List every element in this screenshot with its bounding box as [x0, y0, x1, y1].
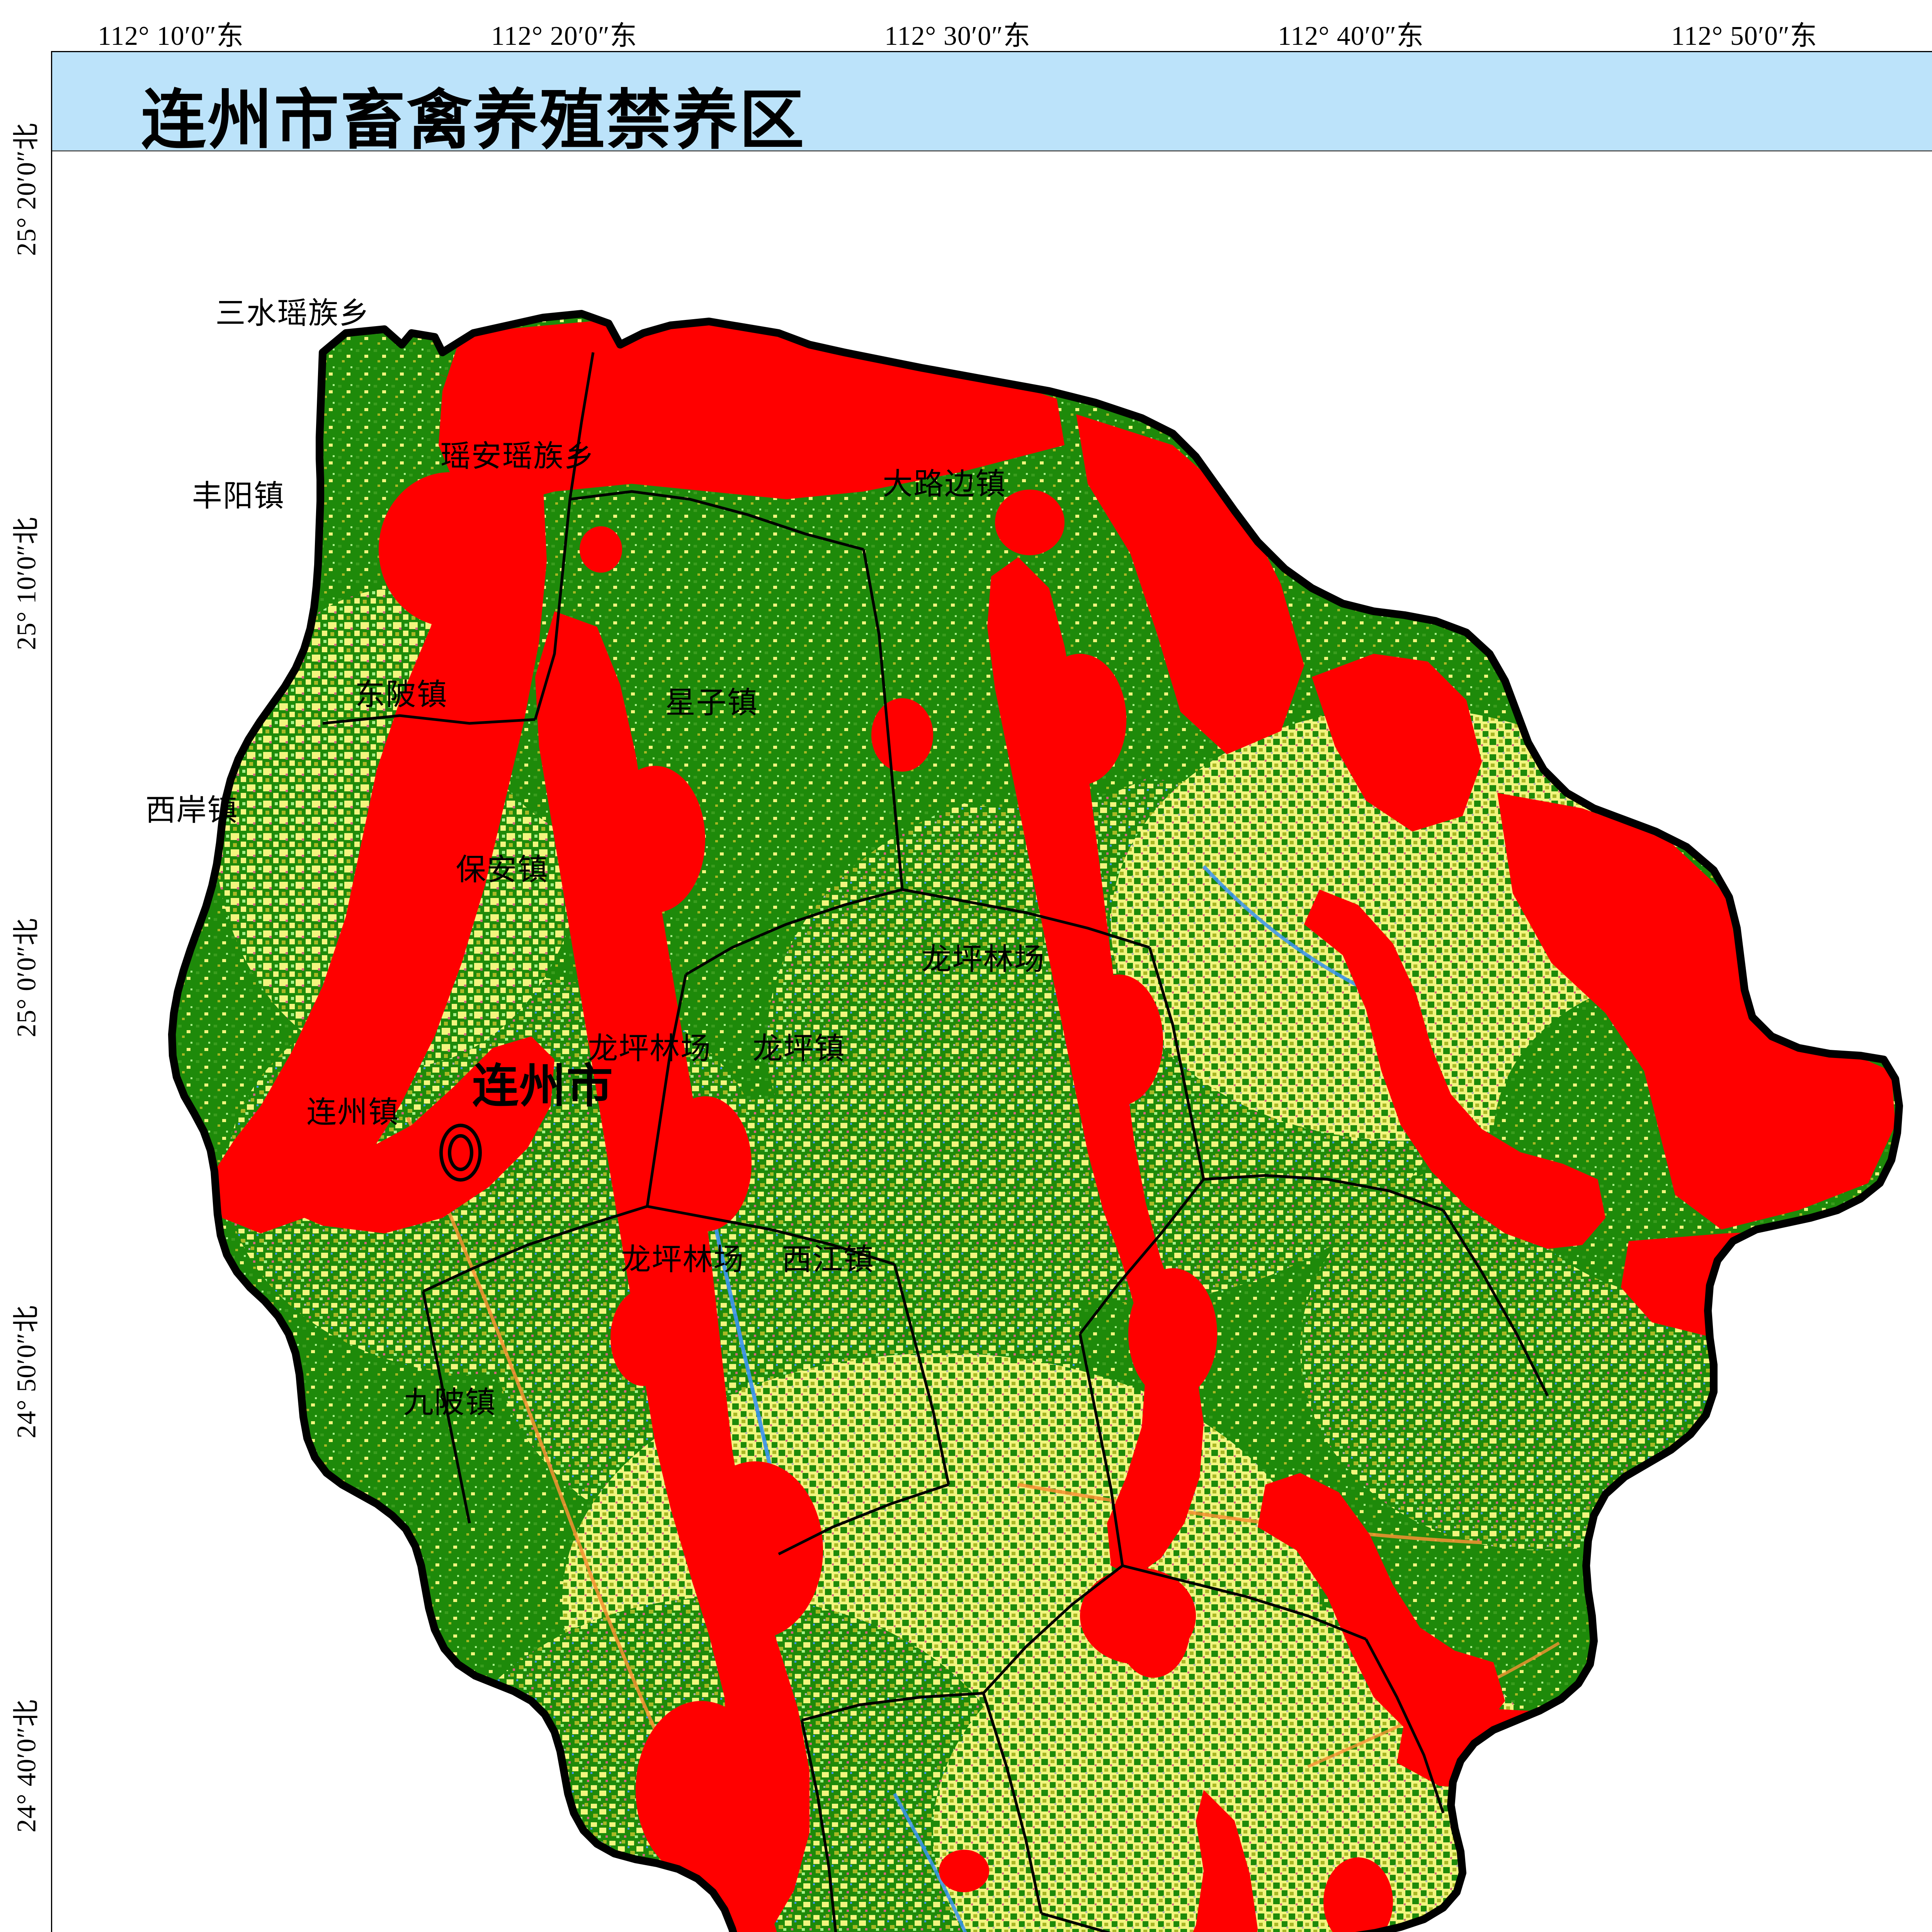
graticule-left: 25° 20′0″北 25° 10′0″北 25° 0′0″北 24° 50′0…	[0, 0, 51, 1932]
lat-label-left-2: 25° 0′0″北	[12, 918, 42, 1037]
map-place-label: 龙坪林场	[588, 1032, 712, 1066]
lat-label-left-4: 24° 40′0″北	[12, 1699, 42, 1833]
county-boundary	[168, 310, 1903, 1932]
lon-label-top-4: 112° 50′0″东	[1671, 21, 1818, 51]
map-place-label: 三水瑶族乡	[215, 296, 370, 330]
map-place-label: 龙坪林场	[621, 1242, 745, 1276]
lat-label-left-3: 24° 50′0″北	[12, 1305, 42, 1439]
lon-label-top-1: 112° 20′0″东	[491, 21, 638, 51]
town-boundaries	[322, 352, 1549, 1932]
map-place-label: 连州市	[472, 1060, 614, 1112]
page-title: 连州市畜禽养殖禁养区	[141, 85, 806, 157]
lat-label-left-0: 25° 20′0″北	[12, 122, 42, 256]
map-place-label: 保安镇	[456, 853, 549, 887]
map-place-label: 西江镇	[781, 1242, 875, 1276]
map-canvas[interactable]: 三水瑶族乡 丰阳镇 瑶安瑶族乡 大路边镇 东陂镇 星子镇 西岸镇 保安镇 龙坪林场 龙坪林场 龙坪镇…	[52, 151, 1932, 1932]
map-place-label: 龙坪镇	[752, 1032, 845, 1066]
graticule-top: 112° 10′0″东 112° 20′0″东 112° 30′0″东 112°…	[0, 0, 1932, 51]
lon-label-top-2: 112° 30′0″东	[884, 21, 1031, 51]
map-svg	[52, 151, 1932, 1932]
map-place-label: 西岸镇	[145, 793, 238, 827]
lon-label-top-0: 112° 10′0″东	[97, 21, 244, 51]
map-place-label: 丰阳镇	[192, 479, 285, 513]
map-place-label: 瑶安瑶族乡	[440, 439, 595, 473]
map-place-label: 东陂镇	[355, 678, 448, 712]
map-place-label: 星子镇	[665, 686, 758, 720]
title-band: 连州市畜禽养殖禁养区 总分布图	[52, 52, 1932, 157]
lat-label-left-1: 25° 10′0″北	[12, 517, 42, 650]
map-place-label: 连州镇	[306, 1095, 400, 1129]
city-point-icon	[439, 1123, 482, 1182]
lon-label-top-3: 112° 40′0″东	[1277, 21, 1424, 51]
map-frame: 连州市畜禽养殖禁养区 总分布图	[51, 51, 1932, 1932]
map-place-label: 龙坪林场	[921, 942, 1045, 976]
map-place-label: 大路边镇	[883, 467, 1007, 501]
map-place-label: 九陂镇	[403, 1386, 497, 1420]
ban-zone-layer	[214, 318, 1895, 1932]
